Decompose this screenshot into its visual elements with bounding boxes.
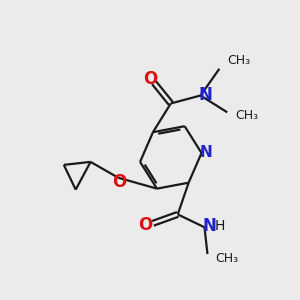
Text: N: N [199,85,212,103]
Text: N: N [200,146,213,160]
Text: CH₃: CH₃ [235,109,258,122]
Text: CH₃: CH₃ [215,253,238,266]
Text: N: N [202,217,216,235]
Text: O: O [112,173,126,191]
Text: O: O [143,70,157,88]
Text: O: O [138,216,152,234]
Text: CH₃: CH₃ [227,54,250,67]
Text: H: H [214,219,224,233]
